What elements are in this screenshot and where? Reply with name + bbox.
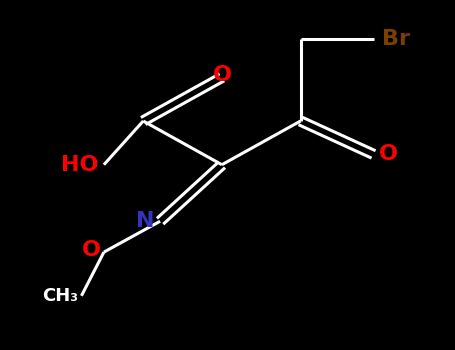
Text: Br: Br: [382, 29, 410, 49]
Text: N: N: [136, 211, 154, 231]
Text: HO: HO: [61, 155, 98, 175]
Text: O: O: [82, 239, 101, 260]
Text: O: O: [212, 65, 232, 85]
Text: CH₃: CH₃: [43, 287, 79, 305]
Text: O: O: [379, 145, 398, 164]
